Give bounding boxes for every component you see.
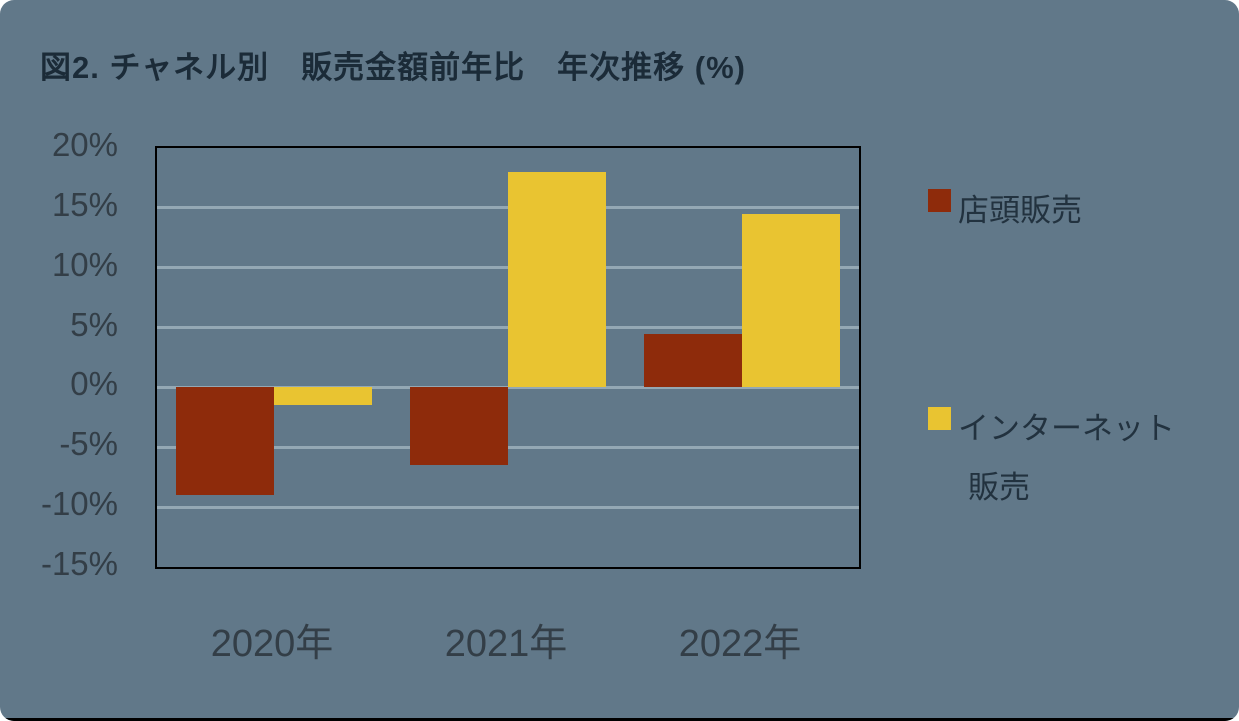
x-category-label: 2021年 (444, 623, 568, 665)
legend-label-line: インターネット (958, 411, 1175, 446)
legend-item: インターネット販売 (928, 400, 1175, 518)
bar-インターネット販売-2021年 (508, 171, 606, 388)
x-category-label: 2022年 (678, 623, 802, 665)
y-tick-label: 20% (51, 126, 118, 163)
legend-label: 店頭販売 (958, 182, 1082, 241)
bottom-strip (0, 718, 1239, 721)
legend-label-line: 店頭販売 (958, 193, 1082, 228)
gridline (157, 505, 859, 509)
bar-店頭販売-2020年 (176, 387, 274, 496)
legend-item: 店頭販売 (928, 182, 1082, 241)
chart-title: 図2. チャネル別 販売金額前年比 年次推移 (%) (40, 50, 746, 85)
y-tick-label: -5% (59, 425, 118, 463)
zero-gridline (157, 385, 859, 389)
y-tick-label: 10% (51, 245, 118, 283)
bar-店頭販売-2021年 (410, 387, 508, 466)
legend-swatch-icon (928, 407, 951, 430)
y-tick-label: -15% (40, 545, 118, 582)
legend-label: インターネット販売 (958, 400, 1175, 518)
x-category-label: 2020年 (210, 623, 334, 665)
y-tick-label: 5% (70, 305, 118, 343)
legend-swatch-icon (928, 189, 951, 212)
plot-area (155, 146, 861, 569)
bar-店頭販売-2022年 (644, 333, 742, 388)
y-tick-label: 15% (51, 185, 118, 223)
legend-label-line: 販売 (968, 469, 1030, 505)
y-tick-label: -10% (40, 485, 118, 523)
y-tick-label: 0% (70, 365, 118, 403)
gridline (157, 445, 859, 449)
bar-インターネット販売-2022年 (742, 213, 840, 388)
bar-インターネット販売-2020年 (274, 387, 372, 406)
